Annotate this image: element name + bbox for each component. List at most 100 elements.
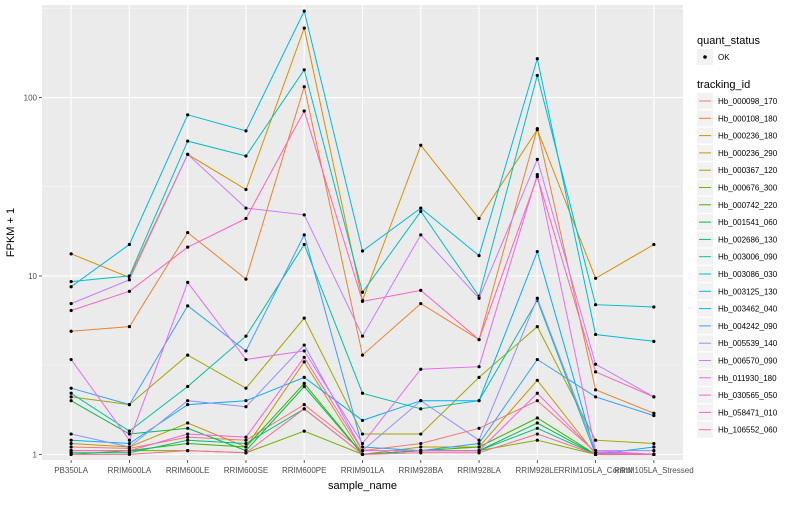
data-point (127, 441, 132, 446)
data-point (244, 438, 248, 442)
data-point (69, 432, 73, 436)
data-point (652, 448, 656, 453)
data-point (302, 213, 306, 217)
x-tick-label: RRIM600SE (224, 466, 268, 475)
data-point (419, 301, 423, 306)
data-point (360, 391, 365, 395)
data-point (535, 357, 539, 362)
data-point (477, 441, 481, 446)
data-point (244, 451, 248, 455)
color-legend-label: Hb_003086_030 (718, 270, 778, 279)
data-point (419, 448, 423, 453)
data-point (69, 445, 73, 449)
data-point (186, 384, 190, 389)
data-point (302, 384, 306, 389)
color-legend-label: Hb_006570_090 (718, 357, 778, 366)
data-point (302, 355, 306, 359)
color-legend-label: Hb_000108_180 (718, 114, 778, 123)
data-point (127, 445, 132, 449)
data-point (419, 143, 423, 147)
data-point (186, 435, 190, 439)
data-point (69, 395, 73, 399)
data-point (302, 233, 306, 237)
data-point (477, 451, 481, 455)
data-point (69, 448, 73, 453)
data-point (127, 325, 132, 329)
data-point (186, 230, 190, 235)
data-point (360, 418, 365, 423)
data-point (360, 353, 365, 357)
data-point (652, 413, 656, 418)
data-point (69, 301, 73, 306)
data-point (593, 388, 598, 392)
grid-layer (42, 5, 683, 460)
x-axis-title: sample_name (328, 480, 397, 492)
data-point (360, 334, 365, 338)
data-point (302, 26, 306, 30)
series-Hb_058471_010 (69, 109, 656, 399)
color-legend-label: Hb_106552_060 (718, 426, 778, 435)
data-point (186, 438, 190, 442)
data-point (535, 325, 539, 329)
data-point (186, 441, 190, 446)
data-point (535, 249, 539, 254)
legend: quant_status OK tracking_id Hb_000098_17… (697, 35, 778, 438)
series-Hb_006570_090 (69, 152, 656, 399)
data-point (360, 445, 365, 449)
x-tick-label: RRIM105LA_Control (559, 466, 633, 475)
data-point (419, 288, 423, 292)
data-point (302, 109, 306, 113)
data-point (244, 334, 248, 338)
data-point (535, 421, 539, 425)
data-point (127, 403, 132, 407)
data-point (360, 432, 365, 436)
data-point (360, 299, 365, 304)
x-tick-label: RRIM600LA (108, 466, 152, 475)
y-tick-label: 10 (28, 272, 37, 281)
data-point (302, 9, 306, 13)
data-point (186, 403, 190, 407)
color-legend-label: Hb_011930_180 (718, 374, 777, 383)
data-point (419, 441, 423, 446)
data-point (419, 451, 423, 455)
data-point (419, 445, 423, 449)
x-tick-label: RRIM928LA (457, 466, 501, 475)
data-point (302, 316, 306, 320)
data-point (535, 157, 539, 161)
data-point (419, 233, 423, 237)
data-point (244, 129, 248, 133)
y-tick-label: 100 (24, 94, 38, 103)
data-point (419, 206, 423, 210)
data-point (127, 448, 132, 453)
data-point (302, 360, 306, 364)
data-point (244, 154, 248, 158)
data-point (244, 187, 248, 192)
data-point (244, 206, 248, 210)
data-point (535, 391, 539, 395)
data-point (127, 438, 132, 442)
data-point (419, 367, 423, 371)
data-point (593, 303, 598, 307)
data-point (302, 85, 306, 89)
color-legend-label: Hb_001541_060 (718, 218, 778, 227)
data-point (69, 252, 73, 256)
data-point (127, 452, 132, 456)
shape-legend-title: quant_status (697, 35, 760, 47)
data-point (360, 249, 365, 253)
data-point (186, 245, 190, 249)
series-Hb_003125_130 (69, 9, 656, 343)
shape-legend-entries: OK (697, 49, 730, 65)
data-point (69, 279, 73, 284)
data-point (302, 375, 306, 380)
data-point (69, 438, 73, 442)
series-layer (69, 9, 656, 456)
data-point (419, 407, 423, 411)
data-point (127, 432, 132, 436)
data-point (535, 128, 539, 132)
data-point (535, 57, 539, 61)
data-point (535, 73, 539, 78)
y-axis-title: FPKM + 1 (5, 208, 17, 257)
x-tick-label: RRIM600PE (282, 466, 326, 475)
color-legend-label: Hb_058471_010 (718, 408, 778, 417)
data-point (244, 405, 248, 409)
